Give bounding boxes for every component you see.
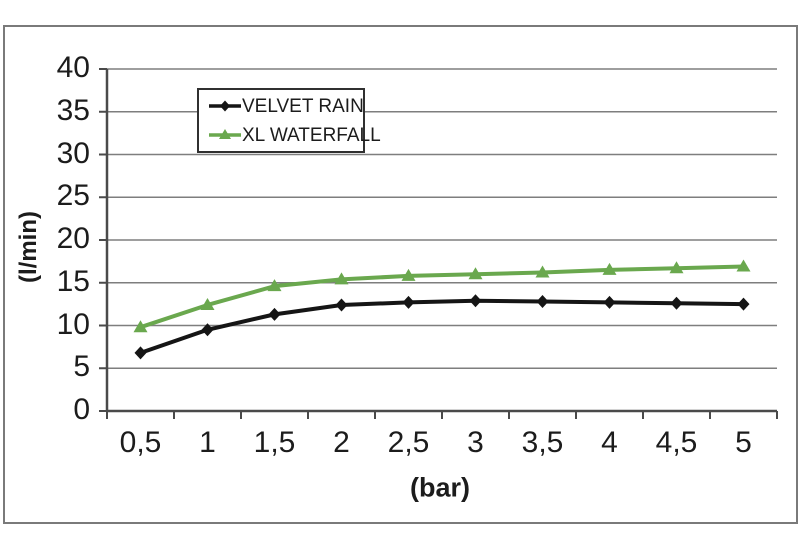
x-tick-label: 4,5 [655, 426, 698, 459]
x-tick-label: 1 [199, 426, 216, 459]
y-axis-title: (l/min) [15, 211, 42, 283]
data-point-velvet-rain [201, 323, 214, 337]
data-point-velvet-rain [536, 295, 549, 309]
legend-item-xl-waterfall: XL WATERFALL [208, 121, 381, 150]
y-tick-label: 40 [56, 51, 90, 84]
x-tick-label: 2,5 [387, 426, 430, 459]
data-point-velvet-rain [268, 307, 281, 321]
x-tick-label: 4 [601, 426, 618, 459]
y-tick-label: 10 [56, 307, 90, 341]
legend-label-xl-waterfall: XL WATERFALL [242, 124, 381, 146]
data-point-velvet-rain [603, 295, 616, 309]
data-point-xl-waterfall [736, 259, 751, 272]
legend-marker-shape-xl-waterfall [219, 129, 231, 139]
legend: VELVET RAIN XL WATERFALL [197, 88, 381, 153]
series-line-velvet-rain [139, 298, 744, 355]
x-tick-label: 0,5 [119, 426, 162, 459]
data-point-velvet-rain [134, 346, 147, 360]
data-point-velvet-rain [402, 295, 415, 309]
data-point-xl-waterfall [535, 265, 550, 278]
legend-marker-velvet-rain [209, 100, 241, 112]
data-point-velvet-rain [737, 297, 750, 311]
y-tick-label: 25 [56, 179, 90, 213]
x-tick-label: 1,5 [253, 426, 296, 459]
y-tick-label: 15 [56, 264, 90, 298]
legend-marker-shape-velvet-rain [220, 100, 230, 112]
data-point-velvet-rain [335, 298, 348, 312]
data-point-xl-waterfall [669, 261, 684, 274]
x-tick-label: 2 [333, 426, 350, 459]
data-point-xl-waterfall [133, 320, 148, 333]
legend-marker-xl-waterfall [209, 129, 241, 139]
x-tick-label: 5 [735, 426, 752, 459]
legend-label-velvet-rain: VELVET RAIN [242, 95, 364, 117]
data-point-velvet-rain [670, 296, 683, 310]
y-tick-label: 0 [73, 393, 90, 426]
data-point-xl-waterfall [468, 267, 483, 280]
y-tick-label: 20 [56, 222, 90, 255]
data-point-velvet-rain [469, 294, 482, 308]
data-point-xl-waterfall [602, 262, 617, 275]
data-point-xl-waterfall [334, 272, 349, 285]
x-tick-label: 3 [467, 426, 484, 459]
y-tick-label: 5 [73, 350, 90, 384]
x-tick-label: 3,5 [521, 426, 564, 459]
plot-area [99, 68, 778, 419]
legend-item-velvet-rain: VELVET RAIN [208, 92, 364, 121]
y-tick-label: 30 [56, 136, 90, 170]
data-point-xl-waterfall [267, 279, 282, 292]
x-axis-title: (bar) [410, 472, 470, 503]
series-line-xl-waterfall [139, 264, 744, 330]
data-point-xl-waterfall [200, 297, 215, 310]
y-tick-label: 35 [56, 93, 90, 127]
data-point-xl-waterfall [401, 268, 416, 281]
